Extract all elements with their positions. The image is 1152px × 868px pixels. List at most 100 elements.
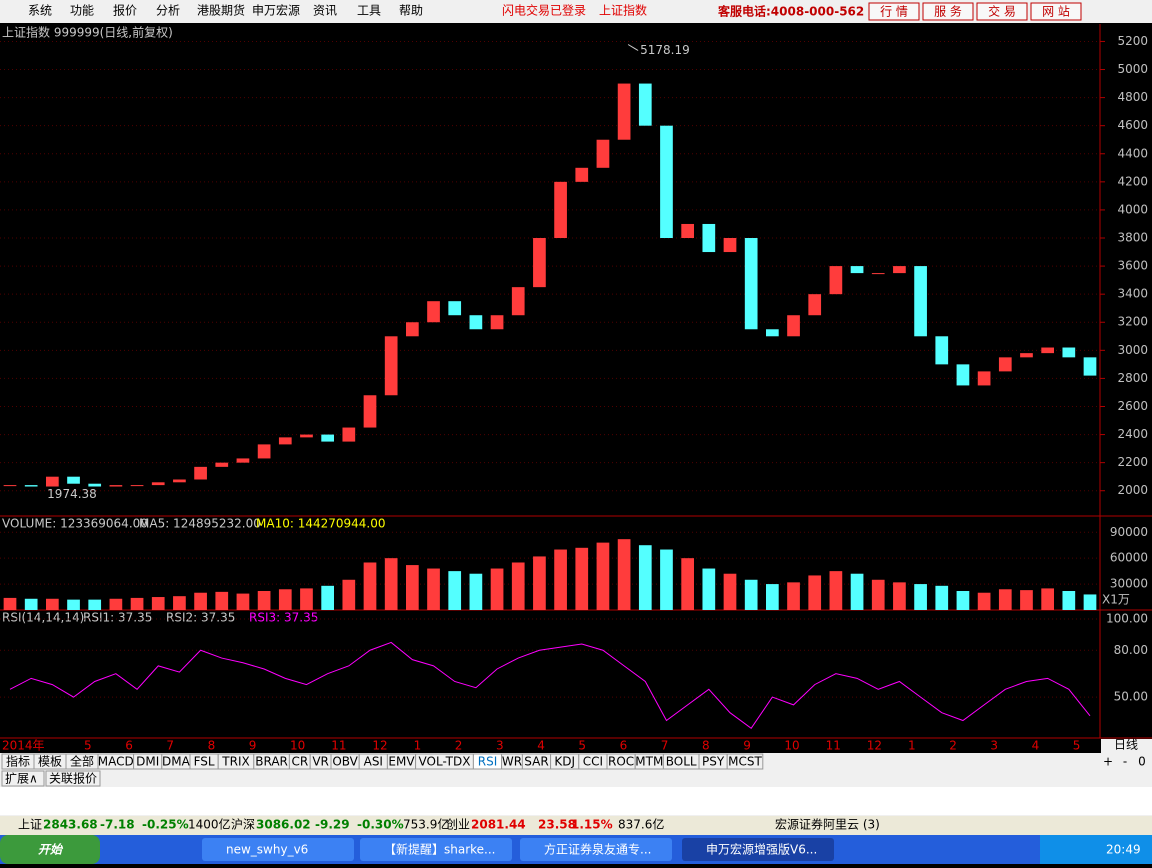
tab-label[interactable]: SAR <box>524 755 548 769</box>
sub-tab[interactable] <box>45 770 101 787</box>
x-month-label: 11 <box>826 739 841 753</box>
task-window[interactable] <box>360 838 512 861</box>
tab-label[interactable]: RSI <box>478 755 498 769</box>
tab-label[interactable]: PSY <box>702 755 725 769</box>
task-window-label[interactable]: 方正证券泉友通专... <box>544 842 651 857</box>
x-month-label: 5 <box>1073 739 1081 753</box>
candle <box>914 266 927 337</box>
tab-label[interactable]: OBV <box>332 755 358 769</box>
tab-control[interactable]: - <box>1123 755 1127 769</box>
tray <box>1040 835 1152 864</box>
candle <box>173 479 186 483</box>
tab-label[interactable]: MACD <box>98 755 134 769</box>
menu-item[interactable]: 申万宏源 <box>252 3 300 18</box>
candle <box>893 266 906 274</box>
nav-button[interactable] <box>976 2 1028 21</box>
nav-button-label[interactable]: 交 易 <box>988 4 1016 19</box>
y-tick-label: 5000 <box>1117 62 1148 76</box>
menu-item[interactable]: 报价 <box>113 3 137 18</box>
tab-label[interactable]: 模板 <box>38 755 62 769</box>
status-item: -9.29 <box>315 818 350 832</box>
status-item: 23.58 <box>538 818 576 832</box>
task-window[interactable] <box>520 838 672 861</box>
menu-item[interactable]: 功能 <box>70 4 94 18</box>
candle <box>744 238 758 330</box>
menu-item[interactable]: 系统 <box>28 4 52 18</box>
tab-label[interactable]: TRIX <box>221 755 249 769</box>
tab-label[interactable]: BRAR <box>255 755 288 769</box>
task-window[interactable] <box>682 838 834 861</box>
nav-button[interactable] <box>1030 2 1082 21</box>
candle <box>384 336 398 396</box>
sub-tab-label[interactable]: 关联报价 <box>49 771 97 786</box>
tab-label[interactable]: FSL <box>194 755 215 769</box>
volume-bar <box>723 573 737 610</box>
volume-bar <box>850 573 864 610</box>
candle <box>1041 347 1054 354</box>
tab-label[interactable]: MCST <box>728 755 762 769</box>
candle <box>977 371 991 386</box>
y-tick-label: 3600 <box>1117 259 1148 273</box>
tab-control[interactable]: + <box>1103 755 1113 769</box>
tab-label[interactable]: 全部 <box>70 754 94 769</box>
start-label[interactable]: 开始 <box>38 843 64 857</box>
candle <box>723 238 737 253</box>
sub-tab[interactable] <box>1 770 45 787</box>
nav-button-label[interactable]: 行 情 <box>880 5 908 19</box>
tab-label[interactable]: DMI <box>136 755 159 769</box>
menu-item[interactable]: 资讯 <box>313 4 337 18</box>
volume-bar <box>215 591 229 610</box>
unit-label: X1万 <box>1102 593 1130 607</box>
tab-label[interactable]: ROC <box>608 755 634 769</box>
status-item: 上证 <box>18 818 42 832</box>
x-month-label: 11 <box>331 739 346 753</box>
tab-label[interactable]: CCI <box>583 755 603 769</box>
nav-button-label[interactable]: 网 站 <box>1042 5 1070 19</box>
nav-button[interactable] <box>922 2 974 21</box>
x-month-label: 4 <box>1032 739 1040 753</box>
tab[interactable] <box>726 753 764 770</box>
menu-item[interactable]: 分析 <box>156 4 180 18</box>
tab-label[interactable]: CR <box>291 755 308 769</box>
tab-label[interactable]: DMA <box>162 755 191 769</box>
task-window-label[interactable]: 申万宏源增强版V6... <box>706 842 817 857</box>
sub-tab-label[interactable]: 扩展∧ <box>5 772 38 786</box>
volume-bar <box>469 573 483 610</box>
menu-item[interactable]: 帮助 <box>399 4 423 18</box>
tab-label[interactable]: VR <box>312 755 329 769</box>
nav-button[interactable] <box>868 2 920 21</box>
candle <box>935 336 949 365</box>
candle <box>88 483 102 487</box>
nav-button-label[interactable]: 服 务 <box>934 4 962 19</box>
volume-legend: MA5: 124895232.00 <box>139 517 261 531</box>
menu-item[interactable]: 工具 <box>357 4 381 18</box>
status-item: 1.15% <box>571 818 613 832</box>
candle <box>829 266 843 295</box>
status-item: -0.25% <box>142 818 189 832</box>
task-window-label[interactable]: 【新提醒】sharke... <box>384 842 496 857</box>
task-window[interactable] <box>202 838 354 861</box>
tab-label[interactable]: EMV <box>388 755 415 769</box>
volume-bar <box>554 549 567 610</box>
task-window-label[interactable]: new_swhy_v6 <box>226 843 308 857</box>
volume-bar <box>1020 590 1033 610</box>
y-tick-label: 5200 <box>1117 34 1148 48</box>
tab-label[interactable]: 指标 <box>6 754 30 769</box>
menu-item[interactable]: 港股期货 <box>197 3 245 18</box>
candle <box>766 329 779 337</box>
tab-label[interactable]: MTM <box>635 755 663 769</box>
y-tick-label: 4400 <box>1117 146 1148 160</box>
volume-bar <box>257 590 271 610</box>
candle <box>575 167 589 182</box>
period-bg <box>1101 739 1152 753</box>
start-button[interactable] <box>0 835 100 864</box>
volume-bar <box>406 565 419 610</box>
tab-label[interactable]: VOL-TDX <box>419 755 471 769</box>
volume-bar <box>448 571 462 610</box>
tab-label[interactable]: KDJ <box>554 755 575 769</box>
tab-control[interactable]: 0 <box>1138 755 1146 769</box>
tab-label[interactable]: ASI <box>364 755 383 769</box>
tab-label[interactable]: BOLL <box>666 755 697 769</box>
tab-label[interactable]: WR <box>502 755 522 769</box>
